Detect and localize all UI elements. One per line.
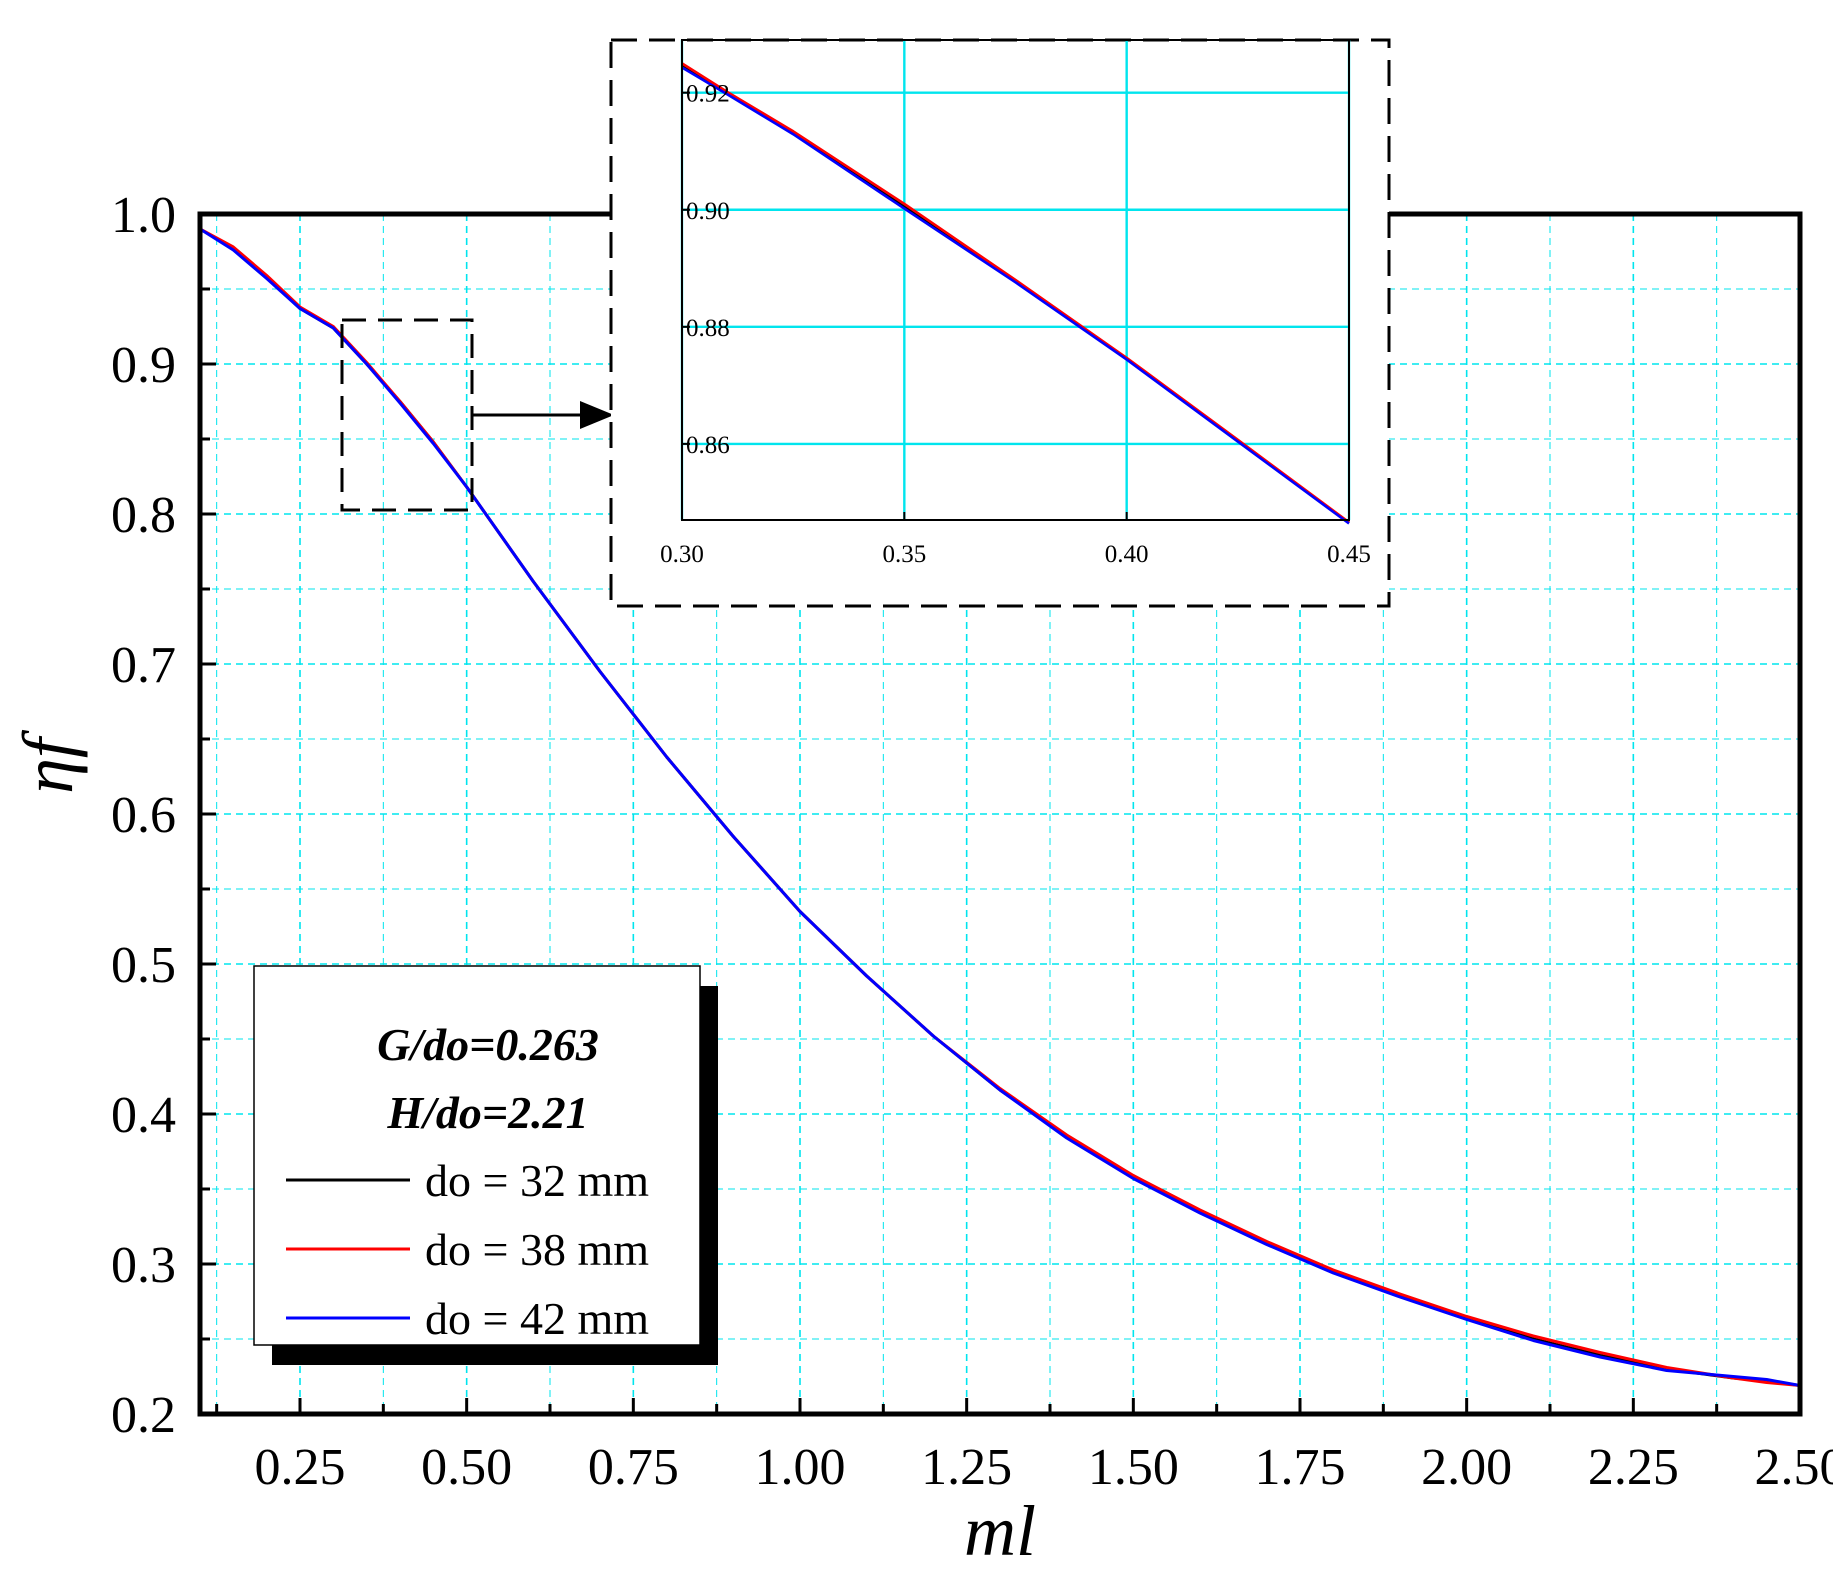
main-y-tick-label: 0.9 (111, 337, 176, 394)
inset-y-tick-label: 0.88 (686, 315, 730, 342)
legend: G/do=0.263 H/do=2.21 do = 32 mm do = 38 … (253, 965, 718, 1365)
main-ticks (200, 212, 1802, 1416)
main-y-tick-label: 0.4 (111, 1087, 176, 1144)
main-x-tick-label: 1.75 (1255, 1439, 1346, 1496)
main-x-tick-label: 0.25 (255, 1439, 346, 1496)
inset-x-tick-labels: 0.30 0.35 0.40 0.45 (660, 541, 1371, 568)
main-x-tick-label: 0.75 (588, 1439, 679, 1496)
main-y-tick-label: 0.7 (111, 637, 176, 694)
inset-x-tick-label: 0.30 (660, 541, 704, 568)
main-x-tick-label: 2.50 (1755, 1439, 1833, 1496)
main-x-tick-label: 2.25 (1588, 1439, 1679, 1496)
inset-y-tick-label: 0.92 (686, 81, 730, 108)
y-axis-title: ηf (8, 729, 88, 794)
main-y-tick-label: 0.2 (111, 1387, 176, 1444)
x-axis-title: ml (964, 1491, 1036, 1571)
legend-param-h: H/do=2.21 (386, 1087, 588, 1138)
main-y-tick-label: 0.3 (111, 1237, 176, 1294)
inset-x-tick-label: 0.45 (1327, 541, 1371, 568)
main-x-tick-label: 2.00 (1421, 1439, 1512, 1496)
legend-box (253, 965, 701, 1346)
main-x-tick-labels: 0.25 0.50 0.75 1.00 1.25 1.50 1.75 2.00 2.25 2.50 (255, 1439, 1833, 1496)
main-y-tick-labels: 0.2 0.3 0.4 0.5 0.6 0.7 0.8 0.9 1.0 (111, 187, 176, 1444)
main-x-tick-label: 1.50 (1088, 1439, 1179, 1496)
zoom-arrow-head (580, 401, 614, 429)
inset-x-tick-label: 0.40 (1105, 541, 1149, 568)
inset-ticks (681, 91, 1350, 520)
inset-plot-frame (681, 39, 1350, 521)
inset-y-tick-labels: 0.86 0.88 0.90 0.92 (686, 81, 730, 459)
main-y-tick-label: 0.5 (111, 937, 176, 994)
inset-x-tick-label: 0.35 (882, 541, 926, 568)
main-series (199, 227, 1801, 1387)
main-y-tick-label: 0.6 (111, 787, 176, 844)
main-x-tick-label: 1.25 (921, 1439, 1012, 1496)
main-series-line-3 (199, 227, 1801, 1387)
inset-series-line-2 (681, 62, 1350, 524)
inset-y-tick-label: 0.86 (686, 432, 730, 459)
legend-label-1: do = 32 mm (425, 1155, 649, 1206)
main-x-tick-label: 0.50 (421, 1439, 512, 1496)
inset-series (681, 62, 1350, 525)
inset-backdrop (609, 38, 1391, 608)
main-y-tick-label: 1.0 (111, 187, 176, 244)
main-y-tick-label: 0.8 (111, 487, 176, 544)
inset-y-tick-label: 0.90 (686, 198, 730, 225)
legend-param-g: G/do=0.263 (377, 1019, 599, 1070)
legend-label-2: do = 38 mm (425, 1224, 649, 1275)
inset-series-line-3 (681, 66, 1350, 525)
main-x-tick-label: 1.00 (755, 1439, 846, 1496)
legend-label-3: do = 42 mm (425, 1293, 649, 1344)
